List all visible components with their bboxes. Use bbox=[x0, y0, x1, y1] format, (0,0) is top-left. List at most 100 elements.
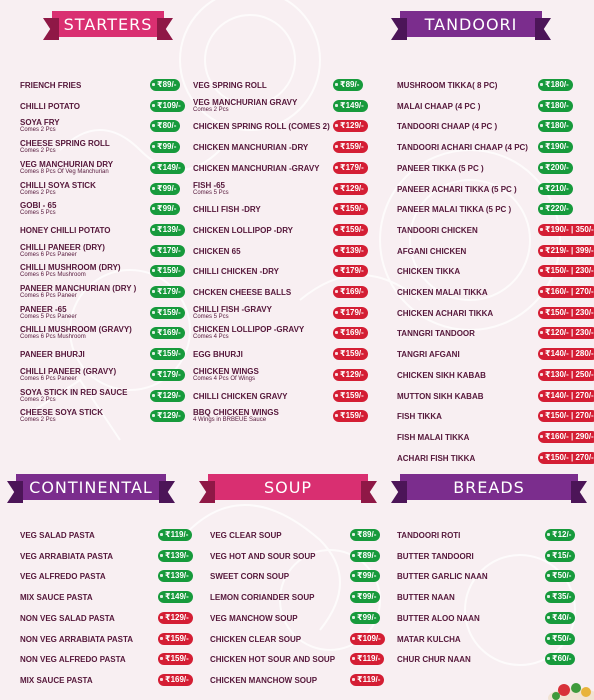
menu-item: ACHARI FISH TIKKA bbox=[397, 454, 475, 463]
price-badge-nonveg: ₹169/- bbox=[333, 286, 368, 298]
menu-item: TANDOORI ROTI bbox=[397, 531, 460, 540]
menu-item: VEG ALFREDO PASTA bbox=[20, 572, 106, 581]
menu-item-name: CHILLI PANEER (DRY) bbox=[20, 242, 105, 252]
price-badge-nonveg: ₹159/- bbox=[158, 632, 193, 645]
price-badge-nonveg: ₹150/- | 230/- bbox=[538, 265, 594, 278]
menu-item-name: CHUR CHUR NAAN bbox=[397, 655, 471, 665]
price-badge-veg: ₹99/- bbox=[150, 182, 181, 195]
menu-item-name: CHICKEN WINGS bbox=[193, 366, 259, 376]
price-badge-veg: ₹159/- bbox=[150, 306, 185, 319]
menu-item: CHILLI MUSHROOM (GRAVY) Comes 6 Pcs Mushr… bbox=[20, 325, 132, 341]
menu-item: CHICKEN HOT SOUR AND SOUP bbox=[210, 655, 335, 664]
price-badge-veg: ₹190/- bbox=[538, 141, 573, 154]
menu-item: MUTTON SIKH KABAB bbox=[397, 392, 484, 401]
menu-item: CHICKEN CLEAR SOUP bbox=[210, 635, 301, 644]
price-badge-veg: ₹15/- bbox=[545, 549, 576, 562]
price-badge-veg: ₹180/- bbox=[538, 79, 573, 91]
menu-item-name: CHILLI MUSHROOM (GRAVY) bbox=[20, 325, 132, 335]
price-badge-veg: ₹60/- bbox=[545, 653, 576, 666]
price-badge-veg: ₹89/- bbox=[350, 549, 381, 562]
price-badge-nonveg: ₹140/- | 280/- bbox=[538, 348, 594, 361]
menu-item-name: CHCKEN CHEESE BALLS bbox=[193, 288, 292, 297]
menu-item: TANDOORI CHAAP (4 PC ) bbox=[397, 122, 497, 131]
menu-item: BUTTER ALOO NAAN bbox=[397, 614, 480, 623]
price-badge-veg: ₹99/- bbox=[350, 591, 381, 604]
menu-item: LEMON CORIANDER SOUP bbox=[210, 593, 314, 602]
menu-item-name: MUTTON SIKH KABAB bbox=[397, 391, 484, 401]
section-header-tandoori: TANDOORI bbox=[400, 11, 542, 37]
menu-item-name: NON VEG ALFREDO PASTA bbox=[20, 655, 126, 665]
menu-item: CHICKEN MANCHURIAN -GRAVY bbox=[193, 164, 320, 173]
price-badge-nonveg: ₹129/- bbox=[158, 611, 193, 624]
menu-item-name: VEG MANCHURIAN DRY bbox=[20, 159, 114, 169]
price-badge-veg: ₹159/- bbox=[150, 265, 185, 278]
menu-item: MUSHROOM TIKKA( 8 PC) bbox=[397, 81, 497, 90]
section-header-breads: BREADS bbox=[400, 474, 578, 500]
menu-item-name: FRIENCH FRIES bbox=[20, 81, 82, 90]
menu-item: VEG SALAD PASTA bbox=[20, 531, 95, 540]
price-badge-nonveg: ₹190/- | 350/- bbox=[538, 223, 594, 236]
menu-item-name: PANEER MALAI TIKKA (5 PC ) bbox=[397, 205, 512, 215]
price-badge-veg: ₹180/- bbox=[538, 99, 573, 112]
menu-item-note: Comes 4 Pcs Of Wings bbox=[193, 375, 256, 382]
menu-item: FISH TIKKA bbox=[397, 412, 442, 421]
menu-item-name: VEG ARRABIATA PASTA bbox=[20, 551, 114, 561]
menu-item-name: MIX SAUCE PASTA bbox=[20, 593, 93, 603]
menu-item-name: FISH -65 bbox=[193, 180, 226, 190]
menu-item-note: Comes 5 Pcs Paneer bbox=[20, 313, 77, 320]
menu-item: VEG MANCHURIAN DRY Comes 8 Pcs Of Veg Man… bbox=[20, 160, 113, 176]
menu-item: SWEET CORN SOUP bbox=[210, 572, 289, 581]
menu-item-name: PANEER BHURJI bbox=[20, 350, 85, 360]
menu-item-name: VEG HOT AND SOUR SOUP bbox=[210, 551, 316, 561]
section-header-starters: STARTERS bbox=[52, 11, 164, 37]
menu-item-note: Comes 6 Pcs Paneer bbox=[20, 293, 77, 299]
menu-item-name: PANEER -65 bbox=[20, 304, 67, 314]
menu-item: CHICKEN LOLLIPOP -GRAVY Comes 4 Pcs bbox=[193, 325, 304, 341]
price-badge-nonveg: ₹139/- bbox=[333, 244, 368, 257]
menu-item: PANEER MANCHURIAN (DRY ) Comes 6 Pcs Pane… bbox=[20, 284, 136, 300]
price-badge-veg: ₹50/- bbox=[545, 570, 576, 583]
menu-item: CHILLI FISH -GRAVY Comes 5 Pcs bbox=[193, 305, 272, 321]
menu-item-name: TANDOORI CHICKEN bbox=[397, 225, 478, 235]
price-badge-veg: ₹99/- bbox=[350, 570, 381, 583]
menu-item-note: Comes 8 Pcs Of Veg Manchurian bbox=[20, 168, 109, 175]
price-badge-nonveg: ₹159/- bbox=[158, 653, 193, 666]
menu-item-name: BUTTER ALOO NAAN bbox=[397, 613, 480, 623]
menu-item-note: Comes 5 Pcs bbox=[193, 313, 229, 320]
menu-item: FRIENCH FRIES bbox=[20, 81, 81, 90]
price-badge-veg: ₹109/- bbox=[150, 99, 185, 112]
price-badge-veg: ₹139/- bbox=[150, 223, 185, 236]
menu-item-name: EGG BHURJI bbox=[193, 350, 243, 360]
menu-item-name: TANNGRI TANDOOR bbox=[397, 329, 475, 339]
price-badge-nonveg: ₹129/- bbox=[333, 368, 368, 381]
price-badge-nonveg: ₹140/- | 270/- bbox=[538, 389, 594, 402]
menu-item: BUTTER NAAN bbox=[397, 593, 455, 602]
price-badge-veg: ₹220/- bbox=[538, 203, 573, 216]
menu-item-name: SOYA FRY bbox=[20, 118, 60, 128]
menu-item-name: CHICKEN LOLLIPOP -GRAVY bbox=[193, 325, 305, 335]
price-badge-nonveg: ₹109/- bbox=[350, 632, 385, 645]
menu-item: MATAR KULCHA bbox=[397, 635, 461, 644]
menu-item-note: Comes 6 Pcs Mushroom bbox=[20, 272, 86, 279]
menu-item-name: PANEER MANCHURIAN (DRY ) bbox=[20, 284, 137, 293]
price-badge-nonveg: ₹130/- | 250/- bbox=[538, 368, 594, 381]
menu-item-name: CHICKEN MANCHOW SOUP bbox=[210, 675, 318, 685]
menu-item-name: SOYA STICK IN RED SAUCE bbox=[20, 387, 128, 397]
menu-item-name: MATAR KULCHA bbox=[397, 634, 461, 644]
price-badge-nonveg: ₹159/- bbox=[333, 348, 368, 361]
menu-item-name: VEG CLEAR SOUP bbox=[210, 531, 282, 540]
menu-item-note: Comes 6 Pcs Paneer bbox=[20, 251, 77, 258]
price-badge-nonveg: ₹119/- bbox=[350, 653, 385, 666]
menu-item-name: CHILLI MUSHROOM (DRY) bbox=[20, 263, 121, 273]
menu-item: PANEER ACHARI TIKKA (5 PC ) bbox=[397, 185, 517, 194]
price-badge-veg: ₹180/- bbox=[538, 120, 573, 133]
menu-item: CHEESE SPRING ROLL Comes 2 Pcs bbox=[20, 139, 110, 155]
menu-item-name: TANDOORI ROTI bbox=[397, 531, 461, 540]
menu-item-note: Comes 2 Pcs bbox=[193, 106, 229, 113]
price-badge-nonveg: ₹150/- | 270/- bbox=[538, 410, 594, 423]
menu-item: VEG ARRABIATA PASTA bbox=[20, 552, 113, 561]
menu-item-name: FISH MALAI TIKKA bbox=[397, 432, 470, 442]
menu-item: EGG BHURJI bbox=[193, 350, 243, 359]
menu-item: CHICKEN SIKH KABAB bbox=[397, 371, 486, 380]
price-badge-veg: ₹50/- bbox=[545, 632, 576, 645]
